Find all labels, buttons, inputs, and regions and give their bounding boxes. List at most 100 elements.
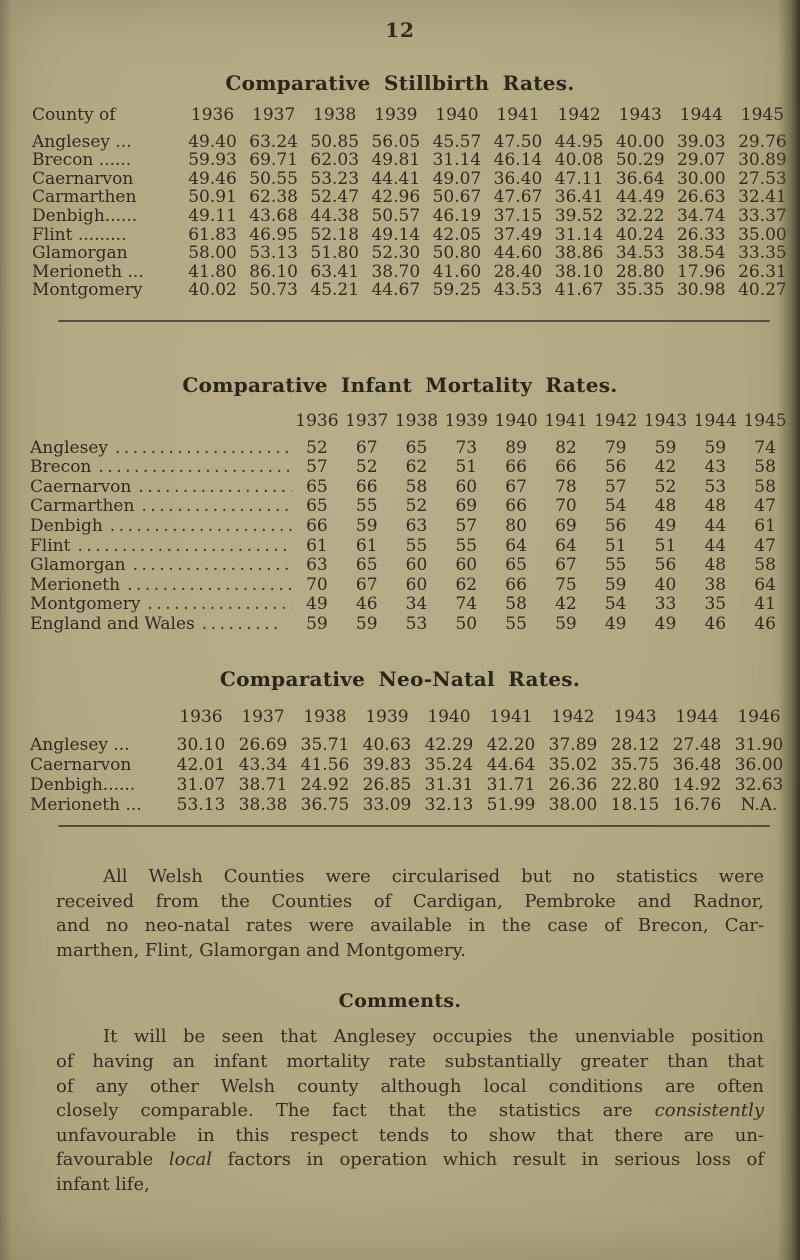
table-row: Carmarthen 50.91 62.38 52.47 42.96 50.67 47.67… [32,188,793,207]
rate-value: 59 [355,516,378,536]
rate-value: 44.41 [371,169,421,189]
rate-value: 60 [455,556,478,576]
rate-value: 44.64 [486,755,536,776]
rate-value: 45.21 [310,281,360,300]
county-label: Caernarvon [32,170,182,189]
rate-value: 58 [505,595,527,615]
table-row: Anglesey ... 49.40 63.24 50.85 56.05 45.57 47.… [32,133,793,152]
rate-value: 46 [704,614,727,634]
rate-value: 49.81 [371,151,421,170]
rate-value: 62.03 [310,151,360,170]
rate-value: 67 [555,556,577,576]
rate-value: 50.73 [249,281,298,300]
rate-value: 70 [306,575,328,595]
rate-value: 26.33 [676,225,726,245]
rate-value: 27.53 [738,169,787,189]
rate-value: 30.98 [676,281,726,300]
rate-value: 18.15 [610,795,660,816]
rate-value: 55 [455,536,478,556]
rate-value: 44.60 [493,244,543,263]
rate-value: 52 [654,477,677,497]
year-header: 1940 [435,106,479,125]
rate-value: 59.25 [432,281,482,300]
rate-value: 67 [355,575,378,595]
rate-value: 61 [754,516,776,536]
table-row: Caernarvon..................... 65 66 58 60 6… [30,478,790,498]
rate-value: 28.80 [615,262,665,282]
rate-value: 32.13 [424,795,474,816]
county-label: Flint ......... [32,226,182,245]
rate-value: 65 [306,497,328,517]
rate-value: 35.35 [615,281,665,300]
county-name: Flint [30,536,71,556]
infant-mortality-table: 1936 1937 1938 1939 1940 1941 1942 1943 1944 1945… [30,412,790,635]
table-header-row: County of 1936 1937 1938 1939 1940 1941 1942 194… [32,106,793,133]
text-segment: favourable [56,1149,169,1171]
rate-value: 66 [555,458,577,478]
rate-value: 31.90 [734,735,784,756]
rate-value: 41.56 [300,755,350,776]
rate-value: 53.13 [176,795,226,816]
rate-value: 44.95 [554,132,604,152]
county-name: Anglesey ... [30,735,130,756]
year-header: 1943 [613,708,657,728]
county-label: Flint............................... [30,537,292,557]
paragraph-line: and no neo-natal rates were available in… [56,914,764,939]
leader-dots: ........................... [109,516,292,536]
rate-value: 36.41 [554,188,604,207]
rate-value: 45.57 [432,132,482,152]
paragraph-line: unfavourable in this respect tends to sh… [56,1124,764,1149]
italic-text: consistently [654,1100,764,1122]
rate-value: 36.48 [672,755,722,776]
rate-value: 33 [654,595,677,615]
rate-value: 30.10 [176,735,226,756]
rate-value: 52 [306,438,328,458]
comments-paragraph: It will be seen that Anglesey occupies t… [56,1025,764,1197]
neonatal-title: Comparative Neo-Natal Rates. [219,667,581,692]
rate-value: 49.11 [188,206,237,226]
rate-value: 63 [405,516,428,536]
rate-value: 38.86 [554,244,604,263]
rate-value: 63.41 [310,262,360,282]
county-name: Denbigh [30,516,103,536]
table-row: Denbigh...... 31.07 38.71 24.92 26.85 31.31 31… [30,775,790,795]
rate-value: 38.10 [554,262,604,282]
county-name: Brecon [30,458,92,478]
rate-value: 40 [654,575,677,595]
rate-value: 49.07 [432,169,482,189]
rate-value: 62 [405,458,428,478]
rate-value: 47.11 [554,169,604,189]
year-header: 1942 [551,708,595,728]
year-header: 1942 [594,411,638,431]
county-label: Merioneth ... [32,263,182,282]
rate-value: 37.89 [548,735,598,756]
rate-value: 31.71 [486,775,536,796]
year-header: 1943 [643,411,688,431]
rate-value: 17.96 [676,262,726,282]
rate-value: 58 [754,458,776,478]
rate-value: 66 [505,497,527,517]
rate-value: 41.60 [432,262,482,282]
divider-rule-top [58,319,770,322]
paragraph-line: favourable local factors in operation wh… [56,1148,764,1173]
rate-value: 69 [455,497,478,517]
county-label: Denbigh...... [30,775,170,795]
table-row: Glamorgan...................... 63 65 60 60 6… [30,556,790,576]
year-header: 1939 [365,708,409,728]
rate-value: 60 [405,556,428,576]
year-header: 1942 [557,106,601,125]
rate-value: 58.00 [188,244,237,263]
rate-value: 41.67 [554,281,604,300]
rate-value: 35 [704,595,727,615]
table-row: Anglesey........................... 52 67 6… [30,439,790,459]
rate-value: 55 [355,497,378,517]
rate-value: 40.08 [554,151,604,170]
year-header: 1937 [345,411,389,431]
paragraph-line: of having an infant mortality rate subst… [56,1050,764,1075]
table-row: Brecon............................. 57 52 6… [30,458,790,478]
rate-value: 40.27 [738,281,787,300]
county-label: Anglesey........................... [30,439,292,459]
rate-value: 54 [604,595,627,615]
rate-value: 35.02 [548,755,598,776]
rate-value: 48 [704,556,727,576]
